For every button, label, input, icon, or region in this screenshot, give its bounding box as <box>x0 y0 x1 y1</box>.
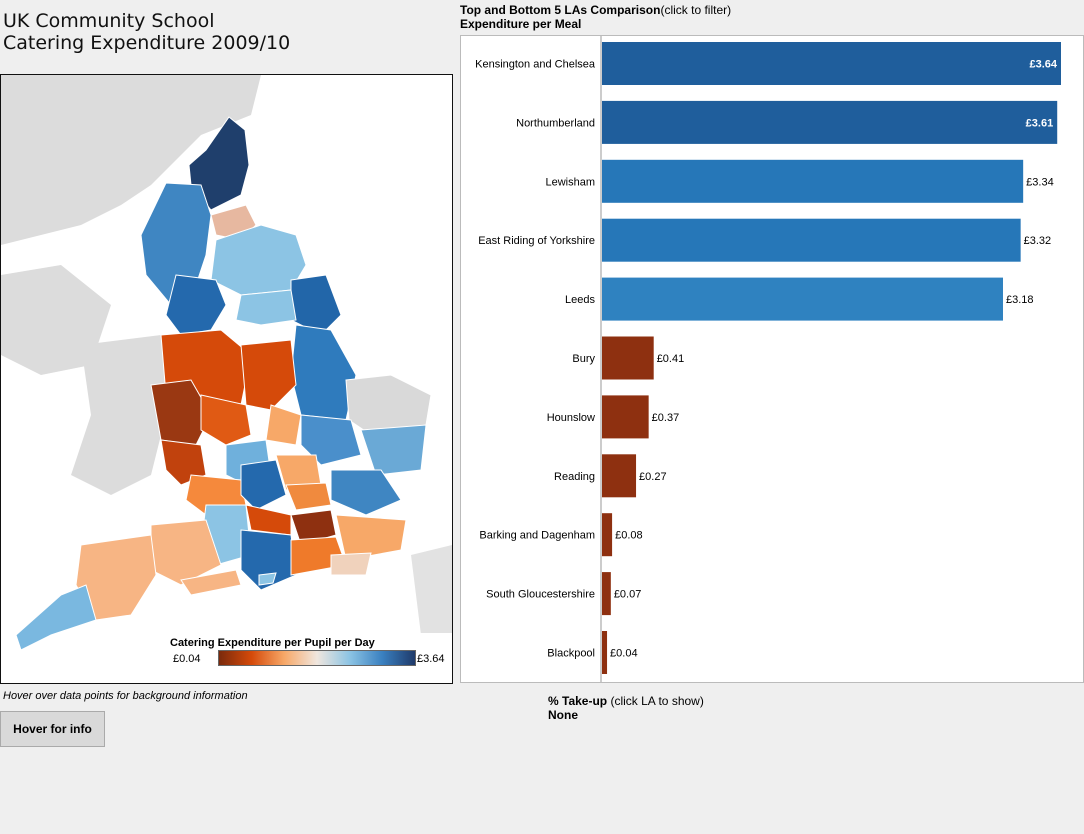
category-label: Barking and Dagenham <box>479 530 595 542</box>
data-label: £3.61 <box>1026 117 1054 129</box>
bar[interactable] <box>602 42 1061 85</box>
bar[interactable] <box>602 513 613 557</box>
dashboard-title: UK Community School Catering Expenditure… <box>3 10 290 54</box>
region-hertfordshire[interactable] <box>285 482 332 511</box>
category-label: Hounslow <box>547 412 595 424</box>
chart-title: Top and Bottom 5 LAs Comparison <box>460 3 661 17</box>
background-land-north <box>1 75 261 245</box>
data-label: £3.64 <box>1029 59 1057 71</box>
background-land-france <box>411 545 452 635</box>
takeup-label: % Take-up <box>548 694 608 708</box>
category-label: Blackpool <box>547 648 595 660</box>
data-label: £0.07 <box>614 589 642 601</box>
data-label: £3.32 <box>1024 235 1052 247</box>
background-land-wales <box>71 335 171 495</box>
bar[interactable] <box>602 159 1024 203</box>
data-label: £3.18 <box>1006 294 1034 306</box>
bar[interactable] <box>602 395 649 439</box>
data-label: £0.41 <box>657 353 685 365</box>
chart-heading: Top and Bottom 5 LAs Comparison(click to… <box>460 3 731 31</box>
data-label: £0.27 <box>639 471 667 483</box>
bar[interactable] <box>602 100 1058 144</box>
data-label: £0.04 <box>610 648 638 660</box>
hover-note: Hover over data points for background in… <box>3 690 248 702</box>
chart-subtitle: Expenditure per Meal <box>460 17 582 31</box>
category-label: Kensington and Chelsea <box>475 59 596 71</box>
bar[interactable] <box>602 572 611 616</box>
title-line-2: Catering Expenditure 2009/10 <box>3 32 291 54</box>
chart-title-suffix: (click to filter) <box>660 3 732 17</box>
map-legend: Catering Expenditure per Pupil per Day £… <box>164 633 452 683</box>
bar[interactable] <box>602 631 608 674</box>
category-label: Lewisham <box>545 176 595 188</box>
region-leeds[interactable] <box>235 289 297 326</box>
region-east-sussex[interactable] <box>330 552 372 576</box>
title-line-1: UK Community School <box>3 10 215 32</box>
hover-info-button[interactable]: Hover for info <box>0 711 105 747</box>
bar[interactable] <box>602 454 637 498</box>
category-label: Bury <box>572 353 595 365</box>
region-northumberland[interactable] <box>188 116 250 211</box>
bar[interactable] <box>602 277 1003 321</box>
legend-title: Catering Expenditure per Pupil per Day <box>170 637 375 649</box>
region-nottinghamshire[interactable] <box>265 404 302 446</box>
legend-gradient-bar <box>218 650 416 666</box>
legend-min-label: £0.04 <box>173 653 201 665</box>
region-isle-of-wight[interactable] <box>258 572 277 586</box>
legend-max-label: £3.64 <box>417 653 445 665</box>
takeup-value: None <box>548 708 578 722</box>
category-label: Reading <box>554 471 595 483</box>
region-suffolk[interactable] <box>360 424 427 476</box>
region-west-midlands[interactable] <box>200 394 252 446</box>
region-derbyshire[interactable] <box>240 339 297 411</box>
data-label: £0.37 <box>652 412 680 424</box>
region-berkshire[interactable] <box>245 504 292 536</box>
bar[interactable] <box>602 336 654 380</box>
choropleth-map[interactable]: Catering Expenditure per Pupil per Day £… <box>0 74 453 684</box>
region-kent[interactable] <box>335 514 407 561</box>
bar[interactable] <box>602 218 1021 262</box>
region-lincolnshire[interactable] <box>290 324 357 421</box>
data-label: £0.08 <box>615 530 643 542</box>
region-cambridgeshire[interactable] <box>300 414 362 466</box>
bar-chart[interactable]: Kensington and Chelsea £3.64 Northumberlan… <box>461 36 1083 682</box>
region-london[interactable] <box>290 509 337 546</box>
takeup-label-suffix: (click LA to show) <box>607 694 704 708</box>
data-label: £3.34 <box>1026 176 1054 188</box>
england-map[interactable] <box>1 75 452 683</box>
region-essex[interactable] <box>330 469 402 516</box>
category-label: Northumberland <box>516 117 595 129</box>
region-hampshire[interactable] <box>240 529 297 591</box>
region-oxfordshire[interactable] <box>240 459 287 511</box>
category-label: Leeds <box>565 294 595 306</box>
category-label: South Gloucestershire <box>486 589 595 601</box>
category-label: East Riding of Yorkshire <box>478 235 595 247</box>
region-devon[interactable] <box>75 534 157 621</box>
region-dorset[interactable] <box>180 569 242 596</box>
takeup-panel: % Take-up (click LA to show) None <box>548 694 704 722</box>
region-lancashire[interactable] <box>165 274 227 336</box>
bar-chart-frame: Kensington and Chelsea £3.64 Northumberlan… <box>460 35 1084 683</box>
region-cornwall[interactable] <box>15 584 97 651</box>
